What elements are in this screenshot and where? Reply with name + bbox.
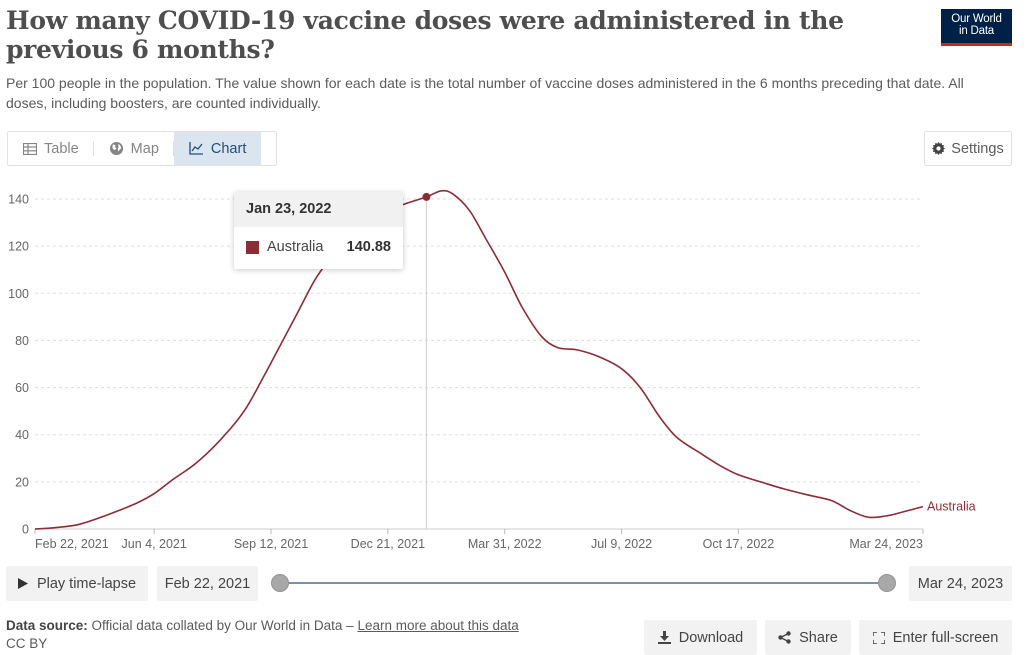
logo-line-1: Our World bbox=[951, 13, 1002, 25]
x-tick-label: Mar 24, 2023 bbox=[849, 537, 923, 551]
owid-logo[interactable]: Our World in Data bbox=[941, 9, 1012, 46]
timeline-slider-track[interactable] bbox=[280, 582, 887, 584]
series-end-label[interactable]: Australia bbox=[927, 500, 976, 514]
timeline-end-date[interactable]: Mar 24, 2023 bbox=[909, 566, 1012, 601]
x-tick-label: Dec 21, 2021 bbox=[351, 537, 425, 551]
tab-chart[interactable]: Chart bbox=[173, 132, 262, 165]
data-source: Data source: Official data collated by O… bbox=[6, 616, 519, 635]
tab-map-label: Map bbox=[130, 140, 159, 157]
x-tick-label: Mar 31, 2022 bbox=[468, 537, 542, 551]
tooltip-entity: Australia bbox=[267, 239, 324, 255]
view-tabs: Table Map Chart bbox=[7, 131, 277, 166]
gridlines bbox=[35, 198, 923, 530]
timeline-start-handle[interactable] bbox=[271, 574, 289, 592]
share-icon bbox=[778, 631, 791, 644]
y-tick-label: 60 bbox=[15, 381, 29, 395]
expand-icon bbox=[872, 631, 885, 644]
y-axis-ticks: 0 20 40 60 80 100 120 140 bbox=[8, 193, 29, 537]
play-icon bbox=[17, 578, 28, 589]
share-label: Share bbox=[799, 629, 838, 646]
y-tick-label: 20 bbox=[15, 475, 29, 489]
play-label: Play time-lapse bbox=[36, 575, 137, 592]
line-chart-icon bbox=[189, 142, 203, 155]
timeline-end-handle[interactable] bbox=[878, 574, 896, 592]
line-chart: 0 20 40 60 80 100 120 140 Feb 22, 2021 Jun 4, 20… bbox=[8, 189, 976, 551]
license: CC BY bbox=[6, 636, 48, 651]
data-source-text: Official data collated by Our World in D… bbox=[91, 618, 358, 633]
y-tick-label: 120 bbox=[8, 240, 29, 254]
timeline-start-date[interactable]: Feb 22, 2021 bbox=[157, 566, 258, 601]
download-label: Download bbox=[678, 629, 744, 646]
chart-subtitle: Per 100 people in the population. The va… bbox=[6, 75, 964, 111]
globe-icon bbox=[109, 141, 123, 156]
tab-table-label: Table bbox=[44, 140, 79, 157]
data-source-label: Data source: bbox=[6, 618, 88, 633]
x-tick-label: Jul 9, 2022 bbox=[591, 537, 652, 551]
tooltip-row: Australia 140.88 bbox=[234, 227, 403, 255]
x-tick-label: Feb 22, 2021 bbox=[35, 537, 109, 551]
y-tick-label: 140 bbox=[8, 193, 29, 207]
tooltip: Jan 23, 2022 Australia 140.88 bbox=[234, 192, 403, 269]
y-tick-label: 40 bbox=[15, 428, 29, 442]
x-tick-label: Sep 12, 2021 bbox=[234, 537, 308, 551]
tab-table[interactable]: Table bbox=[8, 132, 94, 165]
share-button[interactable]: Share bbox=[765, 620, 851, 655]
download-icon bbox=[657, 631, 671, 644]
fullscreen-label: Enter full-screen bbox=[892, 629, 999, 646]
tooltip-date: Jan 23, 2022 bbox=[234, 192, 403, 227]
fullscreen-button[interactable]: Enter full-screen bbox=[859, 620, 1012, 655]
settings-button[interactable]: Settings bbox=[924, 131, 1012, 166]
settings-label: Settings bbox=[951, 140, 1004, 157]
y-tick-label: 0 bbox=[22, 523, 29, 537]
series-line-australia[interactable] bbox=[34, 189, 924, 530]
x-tick-label: Oct 17, 2022 bbox=[703, 537, 775, 551]
y-tick-label: 100 bbox=[8, 287, 29, 301]
x-axis-ticks: Feb 22, 2021 Jun 4, 2021 Sep 12, 2021 Dec 2… bbox=[34, 529, 924, 551]
learn-more-link[interactable]: Learn more about this data bbox=[357, 618, 519, 633]
x-tick-label: Jun 4, 2021 bbox=[122, 537, 187, 551]
play-timelapse-button[interactable]: Play time-lapse bbox=[6, 566, 148, 601]
table-icon bbox=[23, 142, 37, 155]
tab-map[interactable]: Map bbox=[94, 132, 175, 165]
tooltip-value: 140.88 bbox=[346, 239, 391, 255]
gear-icon bbox=[932, 142, 946, 155]
tab-chart-label: Chart bbox=[210, 140, 247, 157]
y-tick-label: 80 bbox=[15, 334, 29, 348]
download-button[interactable]: Download bbox=[644, 620, 757, 655]
chart-title: How many COVID-19 vaccine doses were adm… bbox=[6, 6, 844, 64]
highlight-point[interactable] bbox=[422, 192, 431, 201]
tooltip-swatch bbox=[246, 240, 259, 254]
logo-line-2: in Data bbox=[958, 25, 995, 37]
